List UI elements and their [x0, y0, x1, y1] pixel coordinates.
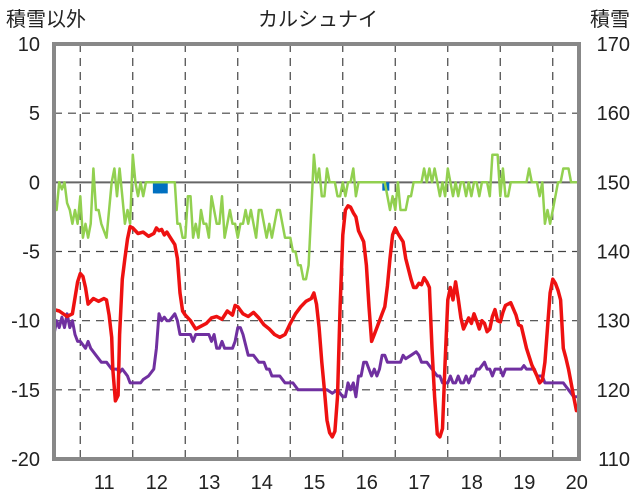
temperature-line — [52, 204, 579, 439]
x-tick-label: 14 — [251, 472, 273, 494]
y-right-tick-label: 120 — [597, 380, 630, 402]
other-line — [52, 153, 578, 281]
x-tick-label: 17 — [408, 472, 430, 494]
y-right-tick-label: 170 — [597, 34, 630, 56]
plot-frame — [52, 42, 581, 461]
snow_depth-line — [52, 312, 578, 399]
x-axis-ticks: 11 12 13 14 15 16 17 18 19 20 — [94, 472, 588, 494]
x-tick-label: 18 — [461, 472, 483, 494]
x-tick-label: 19 — [513, 472, 535, 494]
y-left-tick-label: 0 — [29, 172, 40, 194]
y-left-tick-label: -10 — [11, 311, 40, 333]
x-tick-label: 15 — [303, 472, 325, 494]
y-right-tick-label: 110 — [598, 449, 630, 471]
y-right-tick-label: 150 — [597, 172, 630, 194]
precip-bar — [155, 182, 163, 194]
x-tick-label: 13 — [198, 472, 220, 494]
y-left-tick-label: -15 — [11, 380, 40, 402]
y-left-tick-label: -5 — [22, 242, 40, 264]
chart-title: カルシュナイ — [258, 9, 378, 31]
x-tick-label: 16 — [356, 472, 378, 494]
left-axis-label: 積雪以外 — [6, 8, 86, 31]
y-right-tick-label: 130 — [597, 311, 630, 333]
y-left-tick-label: 10 — [18, 34, 40, 56]
x-tick-label: 11 — [94, 472, 115, 494]
x-tick-label: 12 — [146, 472, 168, 494]
precip-bar — [160, 182, 168, 194]
plot-area — [52, 153, 579, 439]
left-axis-ticks: 10 5 0 -5 -10 -15 -20 — [11, 34, 40, 471]
grid — [54, 44, 579, 459]
y-left-tick-label: 5 — [29, 103, 40, 125]
y-left-tick-label: -20 — [11, 449, 40, 471]
right-axis-ticks: 170 160 150 140 130 120 110 — [597, 34, 630, 471]
y-right-tick-label: 140 — [597, 242, 630, 264]
right-axis-label: 積雪 — [590, 8, 630, 31]
x-tick-label: 20 — [566, 472, 588, 494]
y-right-tick-label: 160 — [597, 103, 630, 125]
